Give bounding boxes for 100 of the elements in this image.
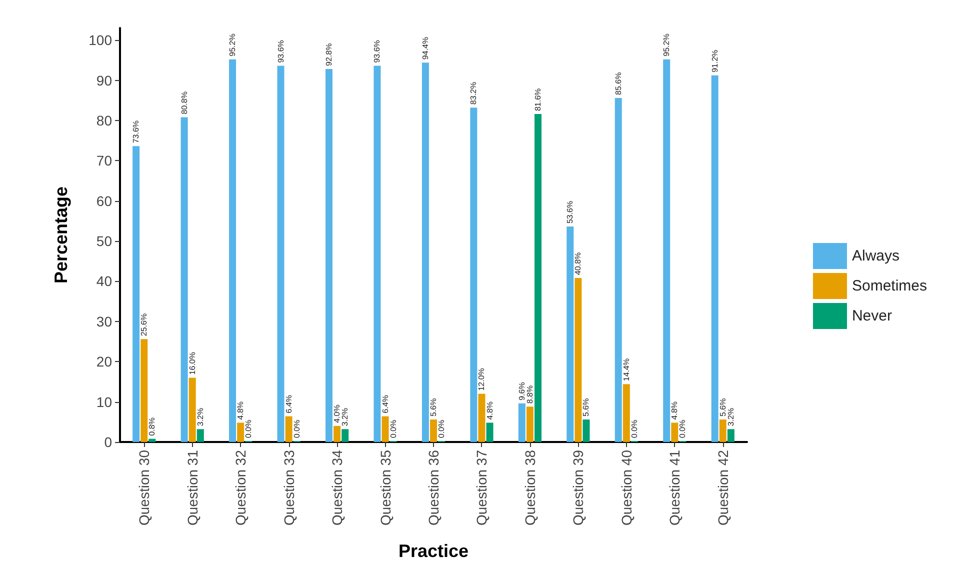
data-label: 3.2% (196, 408, 205, 426)
x-tick-label: Question 40 (618, 450, 634, 526)
data-label: 4.8% (485, 401, 494, 420)
data-label: 5.6% (718, 398, 728, 416)
y-tick-label: 80 (96, 112, 112, 128)
data-label: 4.8% (670, 401, 680, 420)
data-label: 25.6% (140, 313, 149, 336)
bar (196, 429, 204, 442)
data-label: 4.8% (236, 401, 246, 420)
bar (140, 339, 148, 442)
x-tick-label: Question 41 (666, 450, 683, 526)
y-tick-label: 90 (96, 72, 112, 88)
bar (671, 422, 678, 442)
bar (285, 416, 292, 442)
x-tick-label: Question 42 (714, 450, 731, 526)
x-tick-label: Question 36 (426, 450, 442, 526)
data-label: 14.4% (622, 358, 631, 382)
data-label: 12.0% (477, 368, 486, 391)
x-tick-label: Question 35 (377, 450, 394, 526)
data-label: 80.8% (180, 92, 189, 114)
data-label: 95.2% (662, 34, 672, 56)
data-label: 0.0% (244, 420, 254, 438)
bar (582, 419, 590, 442)
x-tick-label: Question 37 (474, 450, 490, 526)
legend-label: Sometimes (852, 278, 928, 294)
data-label: 5.6% (582, 398, 591, 416)
data-label: 4.0% (332, 404, 342, 423)
bar (229, 59, 236, 442)
bar (422, 62, 429, 442)
bar (622, 384, 630, 442)
bar (132, 146, 140, 442)
data-label: 0.0% (630, 420, 639, 438)
bar (574, 278, 582, 442)
data-label: 91.2% (710, 50, 720, 72)
bar (719, 419, 726, 442)
y-tick-label: 60 (96, 192, 112, 209)
bar (382, 416, 389, 442)
bar (180, 117, 188, 442)
data-label: 9.6% (517, 382, 526, 400)
x-tick-label: Question 32 (232, 450, 249, 526)
data-label: 73.6% (132, 120, 141, 144)
data-label: 53.6% (566, 200, 575, 224)
x-tick-label: Question 39 (570, 450, 586, 526)
data-label: 81.6% (534, 88, 543, 112)
data-label: 93.6% (276, 40, 286, 63)
y-tick-label: 30 (96, 313, 112, 330)
bar (614, 98, 622, 442)
bar (478, 394, 486, 442)
x-tick-label: Question 34 (329, 450, 346, 526)
bar (325, 69, 332, 442)
y-tick-label: 20 (96, 354, 112, 370)
y-tick-label: 100 (88, 32, 112, 48)
legend-label: Always (852, 248, 900, 264)
y-tick-label: 50 (96, 233, 112, 250)
bar (188, 378, 196, 442)
bar (334, 426, 341, 442)
data-label: 6.4% (380, 395, 390, 414)
data-label: 92.8% (324, 43, 334, 66)
data-label: 3.2% (726, 408, 736, 426)
legend-label: Never (852, 308, 892, 324)
data-label: 3.2% (340, 408, 350, 426)
bar (148, 438, 156, 442)
y-tick-label: 70 (96, 152, 112, 169)
bar (486, 422, 494, 442)
bar (727, 429, 734, 442)
data-label: 0.0% (388, 420, 398, 438)
data-label: 85.6% (614, 72, 623, 95)
x-tick-label: Question 31 (184, 450, 200, 526)
bar (374, 66, 381, 442)
x-tick-label: Question 38 (522, 450, 538, 526)
data-label: 83.2% (469, 82, 478, 105)
bar (237, 422, 244, 442)
y-tick-label: 40 (96, 273, 112, 290)
data-label: 93.6% (372, 40, 382, 63)
bar (430, 419, 437, 442)
bar (711, 75, 718, 442)
bar (277, 66, 284, 442)
data-label: 8.8% (525, 385, 534, 404)
data-label: 0.0% (678, 420, 688, 438)
bar (534, 114, 542, 442)
bar (566, 226, 574, 442)
data-label: 6.4% (284, 395, 294, 414)
data-label: 0.0% (292, 420, 302, 438)
data-label: 0.8% (148, 418, 157, 436)
bar (518, 403, 526, 442)
y-tick-label: 10 (96, 394, 112, 410)
x-tick-label: Question 33 (280, 450, 297, 526)
y-axis-title: Percentage (51, 186, 71, 284)
data-label: 40.8% (574, 252, 583, 276)
bar (342, 429, 349, 442)
y-tick-label: 0 (104, 434, 112, 450)
bar (663, 59, 670, 442)
x-tick-label: Question 30 (136, 450, 152, 526)
data-label: 94.4% (420, 36, 430, 60)
data-label: 5.6% (429, 398, 438, 416)
bar (526, 406, 534, 442)
data-label: 16.0% (188, 352, 197, 375)
data-label: 95.2% (228, 34, 238, 56)
data-label: 0.0% (437, 420, 446, 438)
x-axis-title: Practice (398, 541, 469, 561)
